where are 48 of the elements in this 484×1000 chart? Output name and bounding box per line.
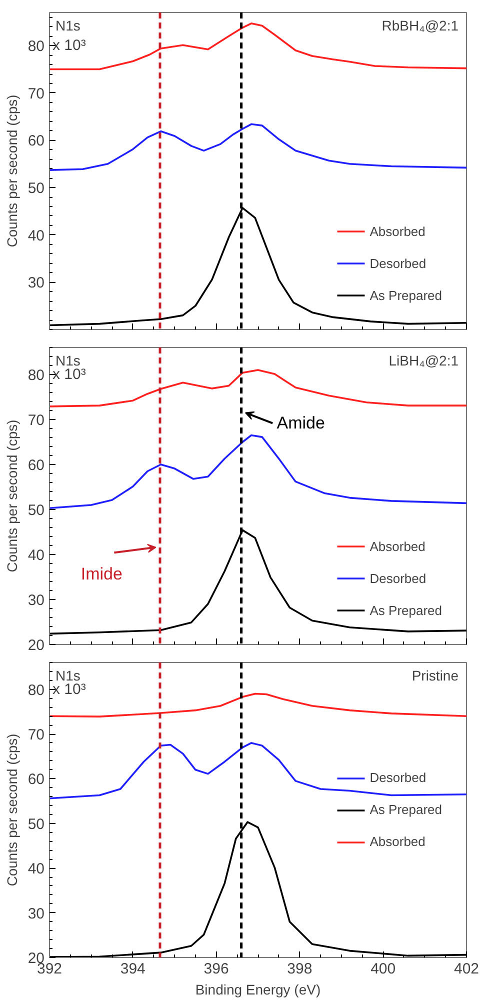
y-tick-label: 60 [28, 457, 45, 474]
legend-label: Desorbed [370, 570, 426, 586]
x-tick-label: 398 [287, 960, 312, 978]
y-tick-label: 50 [28, 180, 45, 198]
y-axis-title: Counts per second (cps) [4, 420, 20, 572]
legend-label: As Prepared [370, 602, 442, 618]
x-axis-title: Binding Energy (eV) [195, 982, 321, 998]
y-tick-label: 30 [28, 592, 45, 609]
legend-label: As Prepared [370, 288, 442, 302]
annotation: x 10³ [52, 37, 86, 54]
x-tick-label: 396 [204, 960, 229, 978]
x-tick-label: 402 [454, 960, 480, 978]
annotation: Amide [276, 414, 325, 433]
y-tick-label: 70 [28, 85, 45, 102]
x-tick-label: 394 [120, 960, 146, 978]
y-tick-label: 20 [28, 637, 45, 654]
annotation: N1s [56, 668, 80, 684]
legend-label: Absorbed [370, 834, 426, 849]
legend-label: Absorbed [370, 224, 426, 238]
annotation: N1s [56, 18, 80, 34]
annotation: N1s [56, 352, 80, 368]
y-tick-label: 60 [28, 771, 45, 788]
legend-label: Absorbed [370, 538, 426, 554]
y-tick-label: 80 [28, 38, 45, 56]
y-tick-label: 80 [28, 682, 45, 699]
legend-label: Desorbed [370, 256, 426, 270]
legend-label: As Prepared [370, 802, 442, 817]
y-tick-label: 30 [28, 905, 45, 922]
y-tick-label: 80 [28, 367, 45, 384]
y-tick-label: 40 [28, 547, 45, 564]
y-axis-title: Counts per second (cps) [4, 94, 20, 248]
annotation: Pristine [412, 668, 459, 684]
y-tick-label: 40 [28, 227, 45, 244]
y-tick-label: 70 [28, 726, 45, 744]
y-tick-label: 30 [28, 274, 45, 292]
y-tick-label: 60 [28, 132, 45, 150]
annotation: Imide [80, 564, 122, 584]
annotation: RbBH₄@2:1 [382, 18, 459, 34]
y-tick-label: 40 [28, 860, 45, 878]
annotation: x 10³ [52, 366, 86, 383]
annotation: x 10³ [52, 680, 86, 698]
y-axis-title: Counts per second (cps) [4, 734, 20, 886]
y-tick-label: 50 [28, 816, 45, 833]
y-tick-label: 70 [28, 412, 45, 429]
annotation: LiBH₄@2:1 [388, 352, 459, 368]
y-tick-label: 50 [28, 502, 45, 519]
x-tick-label: 400 [370, 960, 396, 978]
legend-label: Desorbed [370, 770, 426, 785]
